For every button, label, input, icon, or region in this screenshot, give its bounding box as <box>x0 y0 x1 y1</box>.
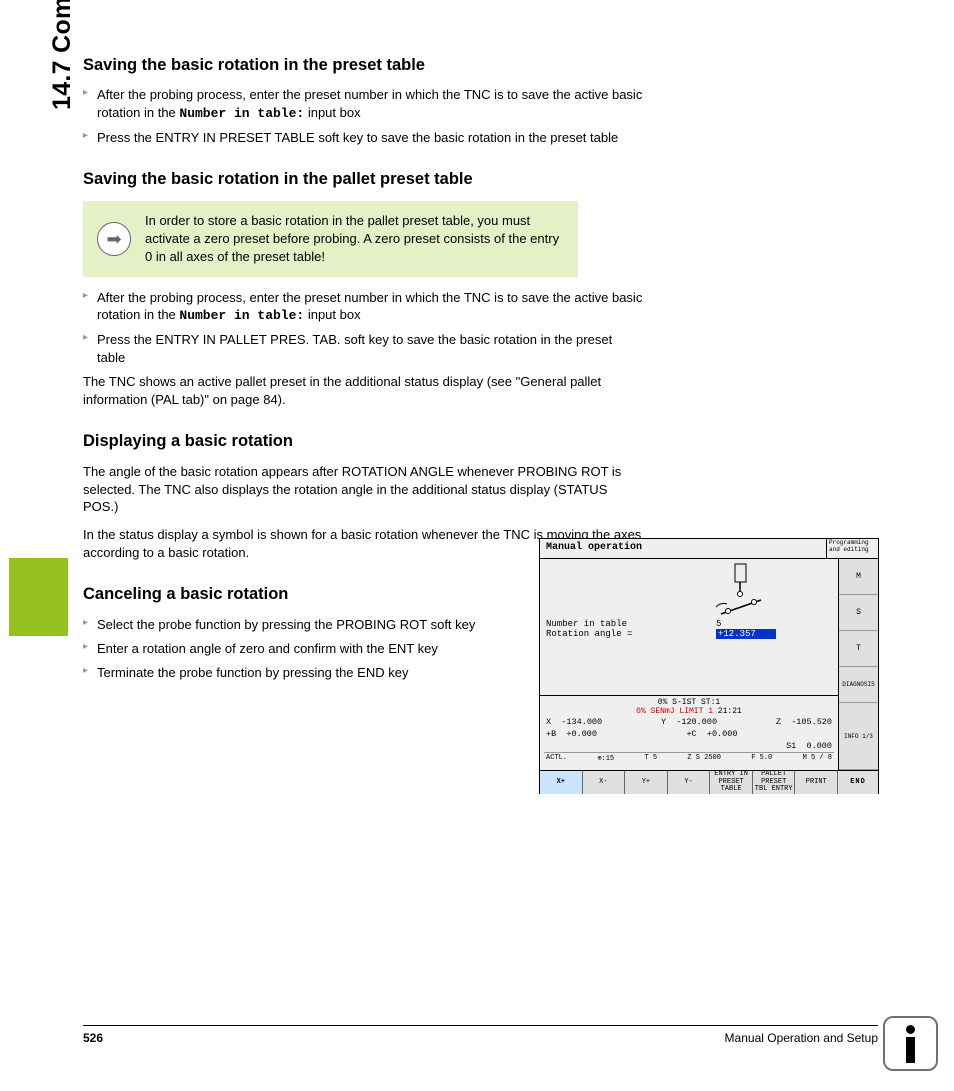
softkey-x-plus[interactable]: X+ <box>540 771 583 794</box>
coordinate-row: +B +0.000 +C +0.000 <box>544 728 834 740</box>
softkey-y-minus[interactable]: Y- <box>668 771 711 794</box>
tnc-screenshot: Manual operation Programming and editing… <box>539 538 879 794</box>
probe-diagram-icon <box>713 562 768 622</box>
side-button-s[interactable]: S <box>839 595 878 631</box>
field-label: Number in table <box>546 619 716 629</box>
rotation-angle-value[interactable]: +12.357 <box>716 629 776 639</box>
page-number: 526 <box>83 1031 103 1045</box>
probe-display-area: Number in table 5 Rotation angle = +12.3… <box>540 559 838 696</box>
note-arrow-icon: ➡ <box>97 222 131 256</box>
note-callout: ➡ In order to store a basic rotation in … <box>83 201 578 277</box>
side-button-m[interactable]: M <box>839 559 878 595</box>
screen-title: Manual operation <box>540 539 826 558</box>
status-line: 0% SENmJ LIMIT 1 21:21 <box>544 707 834 716</box>
softkey-row: X+ X- Y+ Y- ENTRY IN PRESET TABLE PALLET… <box>540 770 878 794</box>
side-toolbar: M S T DIAGNOSIS INFO 1/3 <box>838 559 878 770</box>
list-item: Press the ENTRY IN PRESET TABLE soft key… <box>83 129 643 147</box>
side-button-diagnosis[interactable]: DIAGNOSIS <box>839 667 878 703</box>
paragraph: The angle of the basic rotation appears … <box>83 463 643 517</box>
heading-pallet-preset: Saving the basic rotation in the pallet … <box>83 169 643 190</box>
paragraph: The TNC shows an active pallet preset in… <box>83 373 643 409</box>
list-item: After the probing process, enter the pre… <box>83 289 643 326</box>
coordinate-row: S1 0.000 <box>544 740 834 752</box>
side-button-t[interactable]: T <box>839 631 878 667</box>
list-item: Press the ENTRY IN PALLET PRES. TAB. sof… <box>83 331 643 367</box>
heading-displaying: Displaying a basic rotation <box>83 431 643 452</box>
softkey-y-plus[interactable]: Y+ <box>625 771 668 794</box>
softkey-print[interactable]: PRINT <box>795 771 838 794</box>
book-title: Manual Operation and Setup <box>725 1031 878 1045</box>
coordinate-row: X -134.000 Y -120.000 Z -105.520 <box>544 716 834 728</box>
info-icon <box>883 1016 938 1071</box>
softkey-entry-preset[interactable]: ENTRY IN PRESET TABLE <box>710 771 753 794</box>
side-button-info[interactable]: INFO 1/3 <box>839 703 878 770</box>
softkey-x-minus[interactable]: X- <box>583 771 626 794</box>
list-item: After the probing process, enter the pre… <box>83 86 643 123</box>
status-area: 0% S-IST ST:1 0% SENmJ LIMIT 1 21:21 X -… <box>540 696 838 770</box>
heading-preset-table: Saving the basic rotation in the preset … <box>83 55 643 76</box>
status-footer: ACTL. ⊕:15 T 5 Z S 2500 F 5.0 M 5 / 8 <box>544 752 834 764</box>
status-line: 0% S-IST ST:1 <box>544 698 834 707</box>
softkey-end[interactable]: END <box>838 771 878 794</box>
screen-mode: Programming and editing <box>826 539 878 558</box>
field-label: Rotation angle = <box>546 629 716 639</box>
section-header: 14.7 Compensating Workpiece Misalignment… <box>48 0 77 110</box>
note-text: In order to store a basic rotation in th… <box>145 212 564 266</box>
section-tab <box>9 558 68 636</box>
page-footer: 526 Manual Operation and Setup <box>83 1025 878 1045</box>
softkey-pallet-preset[interactable]: PALLET PRESET TBL ENTRY <box>753 771 796 794</box>
